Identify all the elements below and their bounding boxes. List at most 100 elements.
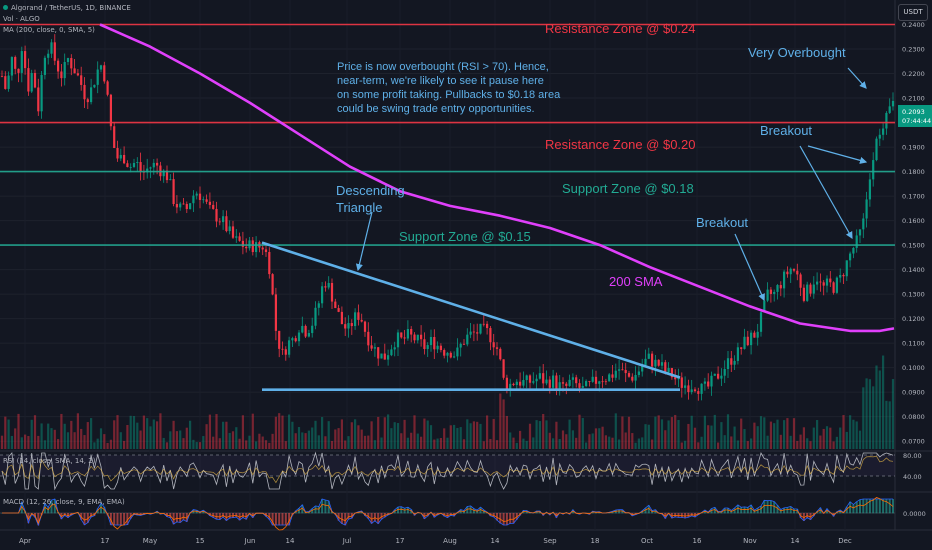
- symbol-legend[interactable]: Algorand / TetherUS, 1D, BINANCE: [3, 3, 131, 13]
- volume-bar: [294, 433, 297, 449]
- macd-hist-bar: [43, 503, 46, 514]
- volume-bar: [730, 436, 733, 449]
- macd-hist-bar: [789, 506, 792, 514]
- candle-body: [99, 65, 103, 70]
- volume-bar: [829, 427, 832, 449]
- candle-body: [116, 148, 119, 159]
- candle-body: [380, 353, 383, 359]
- macd-hist-bar: [733, 507, 736, 514]
- candlesticks: [0, 34, 895, 401]
- candle-body: [456, 347, 459, 357]
- candle-body: [43, 57, 46, 75]
- volume-bar: [476, 421, 479, 449]
- volume-bar: [327, 421, 330, 449]
- volume-bar: [99, 428, 103, 449]
- time-tick-label: 14: [491, 537, 500, 545]
- price-tick-label: 0.1400: [902, 266, 925, 274]
- volume-bar: [251, 413, 254, 449]
- candle-body: [809, 284, 812, 294]
- price-tick-label: 0.1100: [902, 340, 925, 348]
- volume-bar: [165, 442, 169, 449]
- volume-bar: [142, 415, 145, 449]
- macd-hist-bar: [779, 509, 782, 514]
- candle-body: [674, 377, 677, 380]
- candle-body: [350, 323, 353, 327]
- volume-bar: [113, 420, 116, 449]
- candle-body: [172, 179, 175, 205]
- volume-bar: [624, 432, 627, 449]
- candle-body: [522, 380, 525, 386]
- candle-body: [10, 57, 13, 76]
- volume-bar: [594, 428, 598, 449]
- candle-body: [766, 289, 769, 301]
- volume-bar: [519, 430, 522, 449]
- volume-bar: [479, 423, 482, 449]
- rsi-legend[interactable]: RSI (14, close, SMA, 14, 2): [3, 457, 96, 465]
- candle-body: [76, 73, 79, 76]
- candle-body: [627, 373, 631, 377]
- candle-body: [512, 383, 515, 386]
- candle-body: [482, 323, 485, 325]
- macd-hist-bar: [278, 513, 281, 526]
- volume-bar: [406, 437, 409, 449]
- currency-unit-button[interactable]: USDT: [898, 4, 928, 21]
- macd-hist-bar: [826, 508, 828, 514]
- candle-body: [707, 381, 710, 387]
- volume-bar: [350, 422, 353, 449]
- volume-legend[interactable]: Vol · ALGO: [3, 15, 40, 23]
- time-axis[interactable]: Apr 17 May 15 Jun 14 Jul 17 Aug 14 Sep 18 Oct 16 Nov 14…: [19, 537, 852, 545]
- volume-bar: [677, 419, 680, 449]
- volume-bar: [637, 438, 640, 449]
- volume-bar: [697, 442, 700, 449]
- volume-bar: [644, 424, 647, 449]
- candle-body: [330, 282, 334, 302]
- volume-bar: [271, 433, 274, 449]
- candle-body: [466, 334, 469, 345]
- volume-bar: [258, 433, 261, 449]
- volume-bar: [189, 420, 192, 449]
- candle-body: [7, 75, 10, 89]
- volume-bar: [264, 440, 268, 449]
- candle-body: [439, 345, 442, 351]
- ma-legend[interactable]: MA (200, close, 0, SMA, 5): [3, 26, 95, 34]
- candle-body: [697, 391, 700, 394]
- time-tick-label: May: [143, 537, 157, 545]
- candle-body: [667, 368, 670, 373]
- candle-body: [413, 334, 416, 341]
- volume-bar: [423, 418, 426, 449]
- volume-bar: [627, 416, 631, 449]
- volume-bar: [835, 436, 838, 449]
- macd-legend[interactable]: MACD (12, 26, close, 9, EMA, EMA): [3, 498, 125, 506]
- candle-body: [552, 375, 555, 388]
- volume-bar: [720, 422, 723, 449]
- volume-bar: [60, 413, 63, 449]
- volume-bar: [90, 418, 93, 449]
- candle-body: [162, 170, 165, 177]
- descending-label-1: Descending: [336, 183, 405, 198]
- macd-hist-bar: [126, 513, 129, 525]
- macd-hist-bar: [505, 513, 508, 526]
- macd-hist-bar: [773, 501, 776, 514]
- candle-body: [687, 385, 690, 393]
- candle-body: [581, 385, 584, 388]
- volume-bar: [185, 427, 188, 449]
- macd-hist-bar: [614, 509, 617, 514]
- candle-body: [426, 345, 429, 350]
- candle-body: [324, 286, 327, 288]
- candle-body: [27, 68, 30, 92]
- volume-bar: [532, 437, 535, 449]
- volume-bar: [416, 433, 419, 449]
- macd-hist-bar: [298, 508, 300, 514]
- candle-body: [693, 389, 697, 392]
- price-axis[interactable]: 0.24000.23000.22000.21000.20000.19000.18…: [902, 21, 925, 446]
- macd-hist-bar: [397, 506, 399, 514]
- candle-body: [288, 340, 291, 355]
- candle-body: [555, 375, 558, 389]
- sma-label: 200 SMA: [609, 274, 663, 289]
- volume-bar: [80, 428, 83, 449]
- volume-bar: [816, 420, 819, 449]
- candle-body: [664, 362, 667, 373]
- candle-body: [218, 221, 221, 223]
- macd-hist-bar: [855, 501, 858, 514]
